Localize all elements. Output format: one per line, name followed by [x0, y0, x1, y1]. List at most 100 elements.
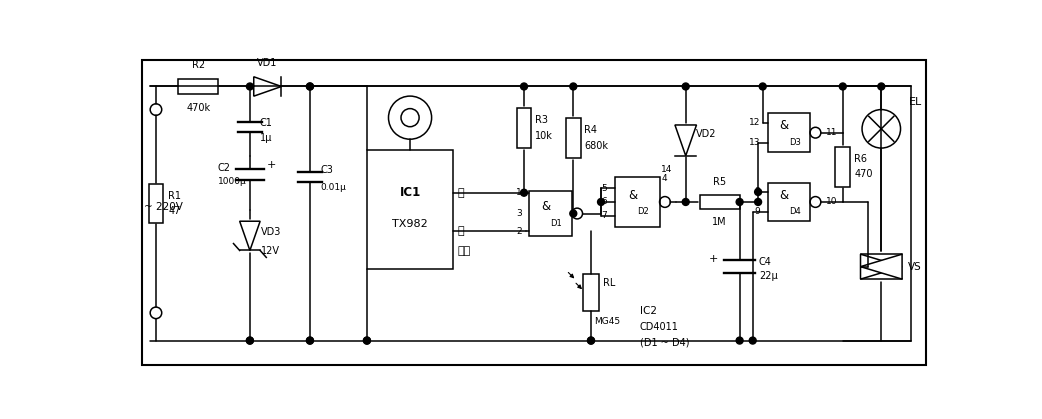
- Text: &: &: [779, 119, 789, 132]
- Text: 6: 6: [601, 197, 607, 207]
- Text: 9: 9: [754, 207, 760, 217]
- Text: 470: 470: [854, 169, 873, 179]
- Text: ~ 220V: ~ 220V: [145, 202, 183, 212]
- Circle shape: [246, 337, 253, 344]
- Text: RL: RL: [602, 278, 615, 288]
- Bar: [149, 184, 164, 223]
- Text: 680k: 680k: [585, 141, 609, 151]
- Circle shape: [306, 83, 314, 90]
- Text: C4: C4: [759, 257, 772, 267]
- Text: 7: 7: [601, 211, 607, 220]
- Circle shape: [754, 199, 762, 205]
- Text: +: +: [709, 254, 718, 264]
- Text: VD2: VD2: [696, 129, 716, 139]
- Bar: [615, 177, 660, 227]
- Circle shape: [736, 337, 743, 344]
- Text: 8: 8: [754, 187, 760, 197]
- Polygon shape: [240, 221, 260, 251]
- Text: &: &: [541, 200, 550, 213]
- Text: VD1: VD1: [257, 58, 278, 68]
- Circle shape: [364, 337, 370, 344]
- Text: 12: 12: [748, 118, 760, 127]
- Bar: [367, 150, 453, 269]
- Circle shape: [754, 189, 762, 195]
- Text: 1000μ: 1000μ: [218, 178, 246, 186]
- Text: EL: EL: [909, 97, 922, 107]
- Bar: [566, 118, 580, 158]
- Circle shape: [306, 337, 314, 344]
- Circle shape: [683, 83, 689, 90]
- Text: 1μ: 1μ: [259, 133, 272, 143]
- Text: 1M: 1M: [713, 217, 727, 228]
- Circle shape: [521, 189, 527, 196]
- Circle shape: [736, 199, 743, 205]
- Polygon shape: [861, 254, 902, 279]
- Text: R1: R1: [168, 191, 181, 201]
- Text: TX982: TX982: [392, 219, 428, 228]
- Text: R3: R3: [535, 115, 548, 125]
- Text: 3: 3: [516, 209, 522, 218]
- Text: MG45: MG45: [594, 317, 620, 326]
- Text: 47: 47: [168, 206, 180, 216]
- Text: 0.01μ: 0.01μ: [321, 183, 347, 192]
- Text: +: +: [267, 160, 276, 170]
- Text: D4: D4: [789, 207, 801, 217]
- Text: D1: D1: [550, 219, 563, 228]
- Text: C2: C2: [218, 163, 230, 173]
- Text: 10k: 10k: [535, 131, 552, 141]
- Text: D3: D3: [789, 138, 801, 147]
- Text: 皮网: 皮网: [457, 246, 471, 256]
- Circle shape: [839, 83, 846, 90]
- Text: &: &: [628, 189, 637, 202]
- Bar: [528, 191, 572, 236]
- Text: C3: C3: [321, 166, 333, 176]
- Polygon shape: [861, 254, 902, 279]
- Text: 14: 14: [661, 165, 672, 174]
- Circle shape: [364, 337, 370, 344]
- Bar: [836, 147, 850, 186]
- Circle shape: [246, 83, 253, 90]
- Text: 2: 2: [516, 227, 522, 236]
- Circle shape: [306, 83, 314, 90]
- Bar: [517, 108, 531, 148]
- Circle shape: [521, 83, 527, 90]
- Text: 22μ: 22μ: [759, 271, 777, 281]
- Bar: [178, 79, 219, 94]
- Circle shape: [588, 337, 595, 344]
- Text: R6: R6: [854, 154, 867, 164]
- Text: &: &: [779, 189, 789, 202]
- Text: 470k: 470k: [187, 103, 210, 114]
- Bar: [768, 183, 810, 221]
- Text: IC1: IC1: [399, 186, 421, 199]
- Text: R2: R2: [192, 59, 205, 70]
- Polygon shape: [675, 125, 696, 156]
- Text: 红: 红: [457, 188, 465, 198]
- Bar: [699, 195, 740, 209]
- Bar: [582, 274, 599, 310]
- Text: C1: C1: [259, 118, 273, 128]
- Text: 13: 13: [748, 138, 760, 147]
- Polygon shape: [254, 77, 281, 96]
- Text: 白: 白: [457, 226, 465, 236]
- Circle shape: [570, 210, 577, 217]
- Circle shape: [760, 83, 766, 90]
- Text: IC2: IC2: [640, 306, 656, 316]
- Text: VS: VS: [909, 261, 922, 272]
- Circle shape: [683, 199, 689, 205]
- Text: 11: 11: [825, 128, 837, 137]
- Text: CD4011: CD4011: [640, 322, 678, 332]
- Circle shape: [877, 83, 885, 90]
- Circle shape: [749, 337, 756, 344]
- Text: D2: D2: [638, 207, 649, 217]
- Bar: [768, 114, 810, 152]
- Text: (D1 ~ D4): (D1 ~ D4): [640, 337, 689, 347]
- Text: R4: R4: [585, 125, 597, 135]
- Text: R5: R5: [713, 176, 726, 186]
- Text: 4: 4: [661, 174, 667, 184]
- Text: VD3: VD3: [260, 227, 281, 237]
- Text: 12V: 12V: [260, 246, 279, 256]
- Text: 10: 10: [825, 197, 837, 207]
- Circle shape: [306, 337, 314, 344]
- Circle shape: [570, 83, 577, 90]
- Circle shape: [246, 337, 253, 344]
